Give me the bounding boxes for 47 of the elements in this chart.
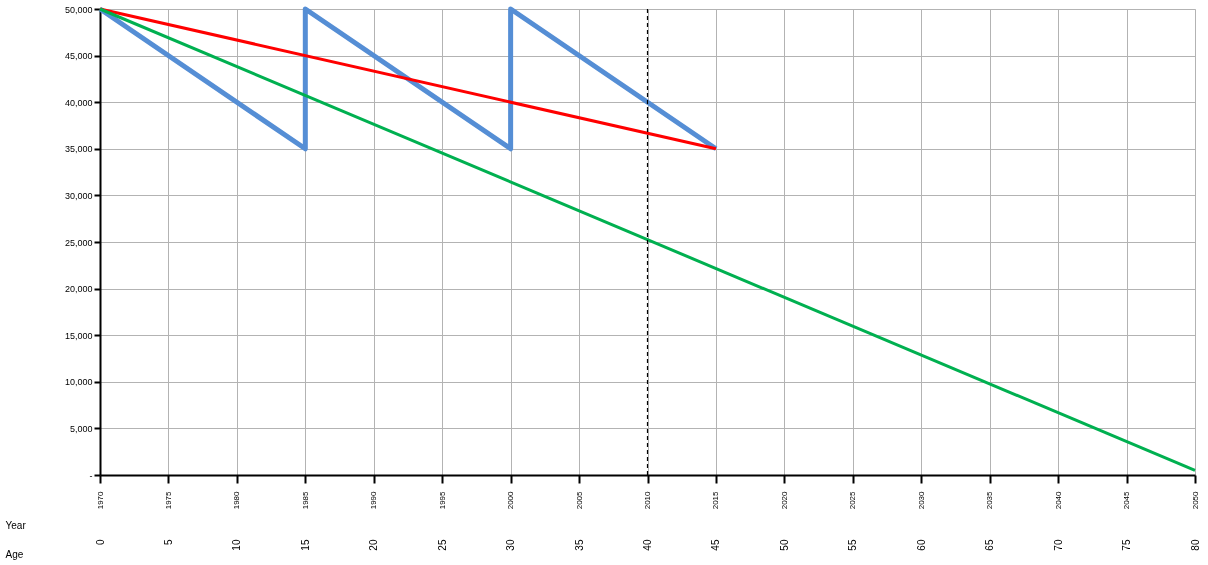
x-tick-label: 2035 <box>985 490 995 510</box>
y-tick-label: 30,000 <box>64 190 93 201</box>
x2-tick-label: 50 <box>778 539 790 551</box>
x2-tick-label: 45 <box>710 539 722 551</box>
x2-tick-label: 65 <box>984 539 996 551</box>
y-tick-label: 50,000 <box>64 4 93 15</box>
x-tick-label: 1980 <box>232 490 242 510</box>
x-tick-label: 2050 <box>1190 490 1200 510</box>
x-tick-label: 2030 <box>916 490 926 510</box>
y-tick-label: 25,000 <box>64 237 93 248</box>
y-tick-label: - <box>89 470 93 481</box>
x-tick-label: 1975 <box>163 490 173 510</box>
x2-tick-label: 20 <box>368 539 380 551</box>
x-tick-label: 1995 <box>437 490 447 510</box>
x-tick-label: 1990 <box>369 490 379 510</box>
y-tick-label: 20,000 <box>64 284 93 295</box>
x2-tick-label: 25 <box>436 539 448 551</box>
y-tick-label: 35,000 <box>64 144 93 155</box>
x2-tick-label: 5 <box>162 539 174 546</box>
x-tick-label: 2015 <box>711 490 721 510</box>
x-tick-label: 2040 <box>1053 490 1063 510</box>
x2-tick-label: 80 <box>1189 539 1201 551</box>
x2-tick-label: 15 <box>299 539 311 551</box>
x-tick-label: 2045 <box>1122 490 1132 510</box>
x2-tick-label: 70 <box>1052 539 1064 551</box>
x-tick-label: 1985 <box>300 490 310 510</box>
y-tick-label: 15,000 <box>64 330 93 341</box>
x-tick-label: 2010 <box>643 490 652 510</box>
x-tick-label: 1970 <box>95 490 105 510</box>
y-tick-label: 10,000 <box>64 377 93 388</box>
y-tick-label: 40,000 <box>64 97 93 108</box>
x2-tick-label: 75 <box>1121 539 1133 551</box>
x-tick-label: 2005 <box>574 490 584 510</box>
y-tick-label: 45,000 <box>64 51 93 62</box>
x2-tick-label: 55 <box>847 539 859 551</box>
x-tick-label: 2000 <box>506 490 516 510</box>
x-tick-label: 2020 <box>779 490 789 510</box>
y-tick-label: 5,000 <box>69 423 93 434</box>
x2-tick-label: 10 <box>231 539 243 551</box>
x2-tick-label: 60 <box>915 539 927 551</box>
x2-tick-label: 35 <box>573 539 585 551</box>
x2-tick-label: 30 <box>505 539 517 551</box>
x2-tick-label: 40 <box>642 539 653 551</box>
x-axis-title: Year <box>5 519 27 531</box>
x2-tick-label: 0 <box>94 539 106 546</box>
x2-axis-title: Age <box>5 548 24 560</box>
x-tick-label: 2025 <box>848 490 858 510</box>
